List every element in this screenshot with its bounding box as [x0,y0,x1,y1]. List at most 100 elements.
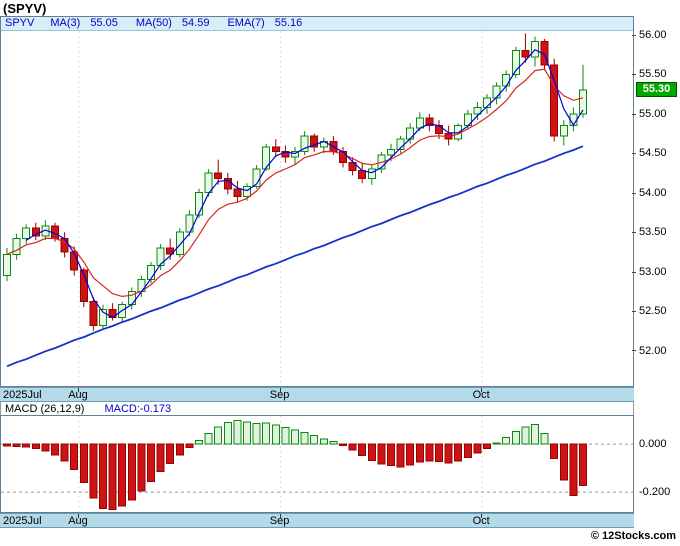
price-chart-panel: SPYV MA(3) 55.05 MA(50) 54.59 EMA(7) 55.… [0,16,634,387]
macd-bar [118,443,127,507]
candlestick [348,162,357,172]
candlestick [502,73,511,87]
candlestick [99,309,107,326]
macd-bar [166,443,175,464]
candlestick [521,50,530,58]
macd-bar [214,426,223,445]
month-label: Oct [472,515,490,527]
candlestick [195,192,203,216]
macd-bar [339,443,347,446]
price-tick-label: 52.50 [639,305,667,318]
macd-bar [195,440,203,445]
month-tick-mark [481,514,482,518]
macd-bar [243,421,251,445]
price-tick-label: 53.50 [639,226,667,239]
macd-bar [511,431,520,445]
month-label: Sep [269,515,290,527]
macd-bar [156,443,165,473]
macd-bar [51,443,59,456]
price-tick-mark [632,232,636,233]
month-tick-mark [280,514,281,518]
macd-indicator-label: MACD (26,12,9) [5,402,85,415]
macd-bar [185,443,194,449]
macd-bar [31,443,40,449]
candlestick [300,135,309,153]
candlestick [175,231,184,255]
macd-bar [425,443,434,462]
macd-histogram [1,416,633,512]
macd-bar [348,443,357,451]
macd-current-value: MACD:-0.173 [104,402,172,415]
macd-bar [444,443,453,464]
macd-bar [502,436,511,445]
candlestick [291,151,299,158]
price-axis: 55.30 56.00 55.50 55.00 54.50 54.00 53.50 53.0… [632,29,680,386]
price-tick-mark [632,114,636,115]
candlestick [310,135,319,148]
macd-bar [454,443,463,462]
candlestick [492,85,501,99]
macd-bar [70,443,79,470]
candlestick [214,172,223,179]
macd-bar [262,422,271,445]
ema7-value: 55.16 [274,17,303,29]
macd-bar [127,443,136,501]
ticker-symbol: SPYV [5,17,35,29]
price-tick-mark [632,350,636,351]
ema7-label: EMA(7) [227,17,265,29]
month-label: 2025Jul [3,515,42,527]
macd-bar [521,426,530,445]
candlestick [22,227,31,239]
macd-bar [281,426,290,445]
indicator-legend: SPYV MA(3) 55.05 MA(50) 54.59 EMA(7) 55.… [1,17,633,31]
macd-bar [147,443,155,482]
macd-bar [559,443,568,481]
macd-bar [137,443,146,492]
footer: © 12Stocks.com [0,530,680,546]
macd-bar [406,443,415,466]
candlestick [156,247,165,266]
candlestick [473,107,482,115]
month-label: Sep [269,389,290,401]
macd-bar [329,441,338,445]
candlestick [579,89,587,115]
month-tick-mark [78,514,79,518]
price-tick-mark [632,193,636,194]
macd-header: MACD (26,12,9) MACD:-0.173 [0,402,634,415]
ma50-label: MA(50) [135,17,172,29]
macd-bar [300,432,309,445]
month-label: Aug [68,389,88,401]
candlestick [185,214,194,233]
macd-bar [415,443,424,463]
month-tick-mark [280,388,281,392]
price-tick-label: 55.50 [639,68,667,81]
price-tick-mark [632,35,636,36]
macd-bar [3,443,11,447]
candlestick [127,290,136,306]
price-tick-label: 52.00 [639,344,667,357]
ma3-value: 55.05 [90,17,118,29]
macd-bar [483,443,491,449]
macd-bar [223,422,232,445]
candlestick [511,50,520,75]
candlestick [262,146,271,170]
macd-bar [233,420,242,445]
macd-value-axis: 0.000 -0.200 [636,416,680,512]
candlestick [3,253,11,277]
month-label: Oct [472,389,490,401]
macd-bar [377,443,386,465]
candlestick [89,301,98,326]
candlestick [243,185,251,198]
watermark-link[interactable]: © 12Stocks.com [590,530,676,542]
candlestick [425,117,434,127]
candlestick [12,238,21,255]
price-tick-mark [632,311,636,312]
macd-bar [252,423,261,445]
price-tick-label: 54.50 [639,147,667,160]
macd-bar [79,443,88,484]
macd-bar [463,443,472,458]
macd-panel [0,415,634,513]
macd-bar [310,435,319,445]
candlestick [387,148,395,156]
macd-bar [99,443,107,509]
